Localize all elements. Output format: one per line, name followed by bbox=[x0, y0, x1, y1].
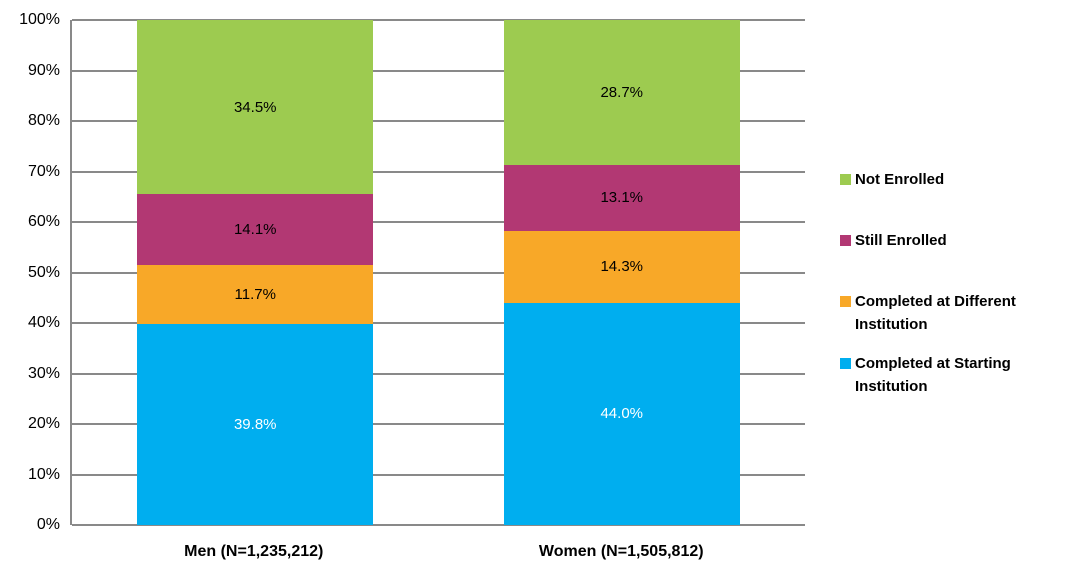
segment-data-label: 39.8% bbox=[233, 416, 277, 434]
segment-data-label: 44.0% bbox=[600, 405, 644, 423]
legend-label: Not Enrolled bbox=[855, 171, 945, 188]
legend-item: Completed at Different Institution bbox=[840, 290, 1062, 336]
y-tick-label: 40% bbox=[27, 314, 60, 331]
segment-data-label: 11.7% bbox=[234, 286, 276, 304]
gridline bbox=[72, 170, 805, 173]
legend-marker-icon bbox=[840, 235, 851, 246]
x-category-label: Women (N=1,505,812) bbox=[538, 543, 704, 560]
y-tick-label: 80% bbox=[27, 112, 60, 129]
y-tick-label: 70% bbox=[27, 162, 60, 180]
y-tick-label: 100% bbox=[19, 11, 60, 28]
y-axis-labels: 0% 10% 20% 30% 40% 50% 60% 70% 80% 90% 100% bbox=[0, 11, 60, 533]
bars: 34.5% 14.1% 11.7% 39.8% 28.7% 13.1% 14.3% 44.0% bbox=[72, 20, 805, 525]
y-tick-label: 50% bbox=[27, 263, 60, 281]
bar-segment: 34.5% bbox=[137, 20, 374, 195]
segment-data-label: 28.7% bbox=[600, 83, 644, 101]
y-tick-label: 10% bbox=[27, 465, 60, 483]
bar-segment: 14.3% bbox=[503, 230, 740, 303]
legend-item: Not Enrolled bbox=[840, 168, 1062, 191]
bar-segment: 11.7% bbox=[137, 265, 374, 325]
segment-data-label: 14.1% bbox=[233, 221, 277, 239]
segment-data-label: 34.5% bbox=[233, 98, 277, 116]
bar-segment: 28.7% bbox=[503, 20, 740, 165]
gridline bbox=[72, 271, 805, 274]
legend-marker-icon bbox=[840, 174, 851, 185]
gridline bbox=[72, 322, 805, 324]
x-axis-labels: Men (N=1,235,212) Women (N=1,505,812) bbox=[70, 542, 805, 562]
legend: Not Enrolled Still Enrolled Completed at D… bbox=[840, 168, 1062, 436]
bar-segment: 13.1% bbox=[503, 164, 740, 231]
legend-label: Completed at Starting Institution bbox=[855, 355, 1011, 395]
bar: 28.7% 13.1% 14.3% 44.0% bbox=[503, 20, 740, 525]
legend-label: Completed at Different Institution bbox=[855, 293, 1016, 333]
gridline bbox=[72, 69, 805, 72]
y-tick-label: 60% bbox=[27, 213, 60, 230]
gridlines bbox=[72, 19, 805, 526]
y-tick-label: 20% bbox=[27, 415, 60, 432]
legend-label: Still Enrolled bbox=[855, 232, 947, 249]
legend-item: Completed at Starting Institution bbox=[840, 352, 1062, 398]
bar-slot: 28.7% 13.1% 14.3% 44.0% bbox=[439, 20, 806, 525]
bar-slot: 34.5% 14.1% 11.7% 39.8% bbox=[72, 20, 439, 525]
legend-marker-icon bbox=[840, 296, 851, 307]
legend-item: Still Enrolled bbox=[840, 229, 1062, 252]
gridline bbox=[72, 524, 805, 526]
y-tick-label: 90% bbox=[27, 61, 60, 79]
gridline bbox=[72, 19, 805, 21]
y-tick-label: 0% bbox=[36, 516, 60, 533]
bar-segment: 44.0% bbox=[503, 303, 740, 525]
y-tick-label: 30% bbox=[27, 364, 60, 382]
gridline bbox=[72, 473, 805, 476]
gridline bbox=[72, 423, 805, 425]
segment-data-label: 14.3% bbox=[600, 258, 644, 276]
x-category-label: Men (N=1,235,212) bbox=[184, 543, 324, 560]
bar: 34.5% 14.1% 11.7% 39.8% bbox=[137, 20, 374, 525]
bar-segment: 14.1% bbox=[137, 194, 374, 266]
plot-area: 34.5% 14.1% 11.7% 39.8% 28.7% 13.1% 14.3% 44.0% bbox=[70, 19, 805, 526]
legend-marker-icon bbox=[840, 358, 851, 369]
gridline bbox=[72, 120, 805, 122]
segment-data-label: 13.1% bbox=[600, 189, 644, 207]
gridline bbox=[72, 221, 805, 223]
bar-segment: 39.8% bbox=[137, 324, 374, 525]
gridline bbox=[72, 372, 805, 375]
